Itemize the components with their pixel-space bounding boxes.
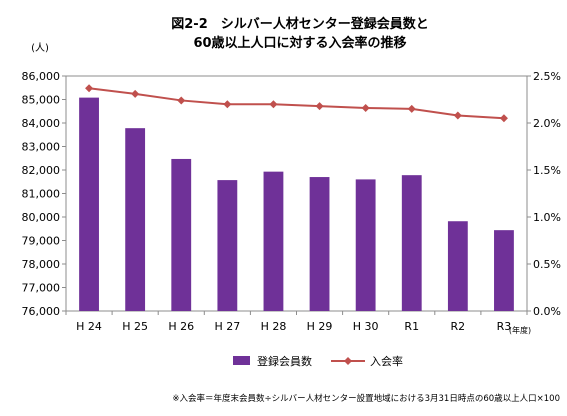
plot-area: 76,000 77,000 78,000 79,000 80,000 81,000 82,0…	[22, 70, 561, 333]
rate-point	[499, 114, 508, 123]
y-left-tick-label: 84,000	[22, 117, 61, 130]
bar	[447, 221, 468, 311]
y-left-tick-label: 76,000	[22, 305, 61, 318]
chart-title-line-2: 60歳以上人口に対する入会率の推移	[193, 35, 406, 51]
bar	[79, 97, 99, 312]
rate-point	[315, 102, 324, 111]
rate-point	[131, 89, 140, 98]
y-left-tick-label: 86,000	[22, 70, 61, 83]
x-tick-label: R2	[451, 320, 466, 333]
rate-point	[269, 100, 278, 109]
rate-point	[361, 103, 370, 112]
bar	[309, 177, 330, 311]
y-left-tick-label: 80,000	[22, 211, 61, 224]
bar	[494, 230, 514, 311]
legend-label-line: 入会率	[370, 354, 403, 368]
chart-title-line-1: 図2-2 シルバー人材センター登録会員数と	[171, 16, 429, 32]
y-right-tick-label: 1.0%	[533, 211, 561, 224]
rate-point	[407, 104, 416, 113]
rate-point	[85, 84, 94, 93]
y-right-tick-label: 0.5%	[533, 258, 561, 271]
y-left-tick-label: 79,000	[22, 235, 61, 248]
y-right-tick-label: 1.5%	[533, 164, 561, 177]
x-tick-label: H 24	[76, 320, 102, 333]
bar	[125, 128, 146, 311]
bar	[355, 179, 376, 311]
x-tick-label: R3	[497, 320, 512, 333]
x-unit-label: (年度)	[509, 325, 531, 335]
bar	[217, 180, 238, 311]
footnote: ※入会率＝年度末会員数÷シルバー人材センター設置地域における3月31日時点の60…	[172, 393, 560, 404]
x-tick-label: H 28	[261, 320, 287, 333]
legend-label-bar: 登録会員数	[257, 354, 312, 368]
bar	[171, 158, 192, 311]
y-right-tick-label: 0.0%	[533, 305, 561, 318]
y-right-tick-label: 2.5%	[533, 70, 561, 83]
legend: 登録会員数 入会率	[233, 354, 403, 368]
x-tick-label: H 29	[307, 320, 333, 333]
y-left-tick-label: 83,000	[22, 141, 61, 154]
rate-line	[88, 87, 505, 120]
bar	[401, 175, 422, 311]
x-tick-label: H 25	[122, 320, 148, 333]
x-tick-label: H 30	[353, 320, 379, 333]
rate-point	[223, 100, 232, 109]
y-left-tick-label: 85,000	[22, 94, 61, 107]
x-tick-label: H 27	[214, 320, 240, 333]
x-tick-label: H 26	[168, 320, 194, 333]
y-left-tick-label: 81,000	[22, 188, 61, 201]
y-right-tick-label: 2.0%	[533, 117, 561, 130]
y-left-tick-label: 77,000	[22, 282, 61, 295]
legend-swatch-bar	[233, 356, 250, 365]
x-tick-label: R1	[404, 320, 419, 333]
rate-point	[177, 96, 186, 105]
bar	[263, 171, 284, 311]
legend-swatch-marker	[344, 357, 352, 365]
rate-point	[453, 111, 462, 120]
y-left-tick-label: 78,000	[22, 258, 61, 271]
y-left-unit-label: (人)	[31, 42, 49, 54]
y-left-tick-label: 82,000	[22, 164, 61, 177]
